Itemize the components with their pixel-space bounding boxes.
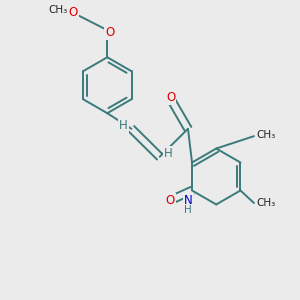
Text: O: O — [105, 26, 114, 39]
Text: CH₃: CH₃ — [256, 130, 275, 140]
Text: H: H — [164, 147, 172, 160]
Text: H: H — [184, 206, 192, 215]
Text: H: H — [119, 119, 128, 132]
Text: O: O — [166, 194, 175, 207]
Text: N: N — [184, 194, 193, 207]
Text: O: O — [68, 6, 78, 19]
Text: CH₃: CH₃ — [256, 198, 275, 208]
Text: CH₃: CH₃ — [48, 5, 67, 15]
Text: O: O — [166, 92, 175, 104]
